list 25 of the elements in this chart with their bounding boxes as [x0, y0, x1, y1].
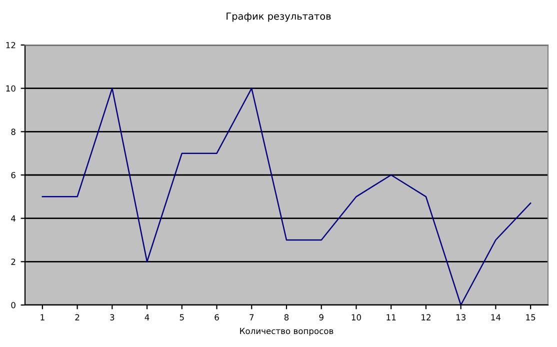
line-series [42, 88, 532, 305]
x-tick-label: 5 [180, 314, 184, 320]
x-tick-label: 4 [144, 314, 150, 320]
x-tick-label: 10 [352, 314, 361, 320]
x-tick-label: 13 [456, 314, 466, 320]
x-tick-label: 7 [250, 314, 254, 320]
y-tick-label: 4 [11, 215, 16, 222]
x-tick-label: 12 [422, 314, 430, 320]
x-tick-label: 15 [526, 314, 536, 320]
x-tick-label: 3 [110, 314, 114, 320]
chart-title: График результатов [226, 12, 331, 22]
y-tick-label: 2 [11, 258, 16, 265]
x-tick-label: 2 [75, 314, 80, 320]
y-tick-label: 10 [6, 85, 16, 92]
x-tick-label: 1 [40, 314, 44, 320]
y-tick-label: 0 [11, 302, 16, 308]
x-tick-label: 6 [214, 314, 219, 320]
x-tick-label: 14 [491, 314, 501, 320]
x-axis-title: Количество вопросов [240, 328, 334, 336]
y-tick-label: 6 [11, 172, 16, 178]
x-tick-label: 9 [319, 314, 324, 320]
y-tick-label: 12 [6, 42, 16, 48]
x-tick-label: 8 [284, 314, 289, 320]
y-tick-label: 8 [11, 128, 16, 135]
x-tick-label: 11 [386, 314, 396, 320]
